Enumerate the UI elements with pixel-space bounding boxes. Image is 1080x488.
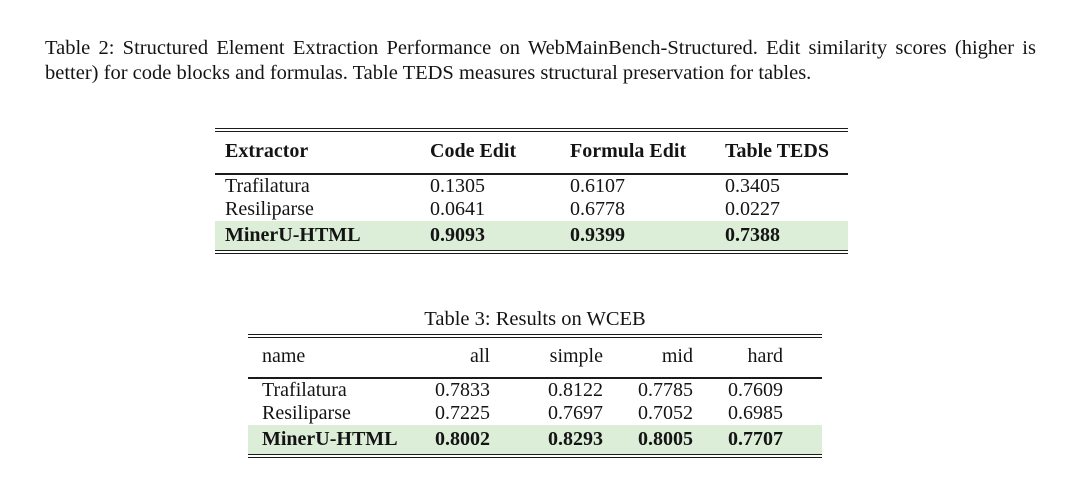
table-row: Resiliparse 0.7225 0.7697 0.7052 0.6985 (248, 402, 822, 425)
row-label: Trafilatura (225, 175, 310, 197)
header-cell: Code Edit (430, 140, 517, 162)
table3-container: name all simple mid hard Trafilatura 0.7833 0.8… (248, 334, 822, 458)
header-cell: simple (549, 345, 603, 367)
table2-caption: Table 2: Structured Element Extraction P… (45, 36, 1036, 84)
header-row: Extractor Code Edit Formula Edit Table TEDS (215, 130, 848, 174)
value-cell: 0.8005 (603, 425, 693, 456)
table-row: Resiliparse 0.0641 0.6778 0.0227 (215, 198, 848, 221)
table-row: MinerU-HTML 0.8002 0.8293 0.8005 0.7707 (248, 425, 822, 456)
value-cell: 0.7052 (638, 402, 693, 424)
table-header: Extractor Code Edit Formula Edit Table TEDS (215, 130, 848, 174)
row-label: MinerU-HTML (248, 425, 423, 456)
value-cell: 0.8122 (548, 379, 603, 401)
value-cell: 0.7707 (693, 425, 822, 456)
header-cell: hard (747, 345, 783, 367)
value-cell: 0.0641 (430, 198, 485, 220)
row-label: MinerU-HTML (215, 221, 420, 252)
header-cell: name (262, 345, 306, 367)
table-header: name all simple mid hard (248, 336, 822, 378)
value-cell: 0.7609 (728, 379, 783, 401)
header-cell: Table TEDS (725, 140, 829, 162)
value-cell: 0.1305 (430, 175, 485, 197)
value-cell: 0.7785 (638, 379, 693, 401)
table2-container: Extractor Code Edit Formula Edit Table TEDS… (215, 128, 848, 254)
table-row: Trafilatura 0.7833 0.8122 0.7785 0.7609 (248, 378, 822, 402)
value-cell: 0.6985 (728, 402, 783, 424)
value-cell: 0.7388 (715, 221, 848, 252)
value-cell: 0.6107 (570, 175, 625, 197)
structured-element-extraction-table: Extractor Code Edit Formula Edit Table TEDS… (215, 128, 848, 254)
value-cell: 0.8293 (490, 425, 603, 456)
row-label: Resiliparse (225, 198, 314, 220)
table-row: MinerU-HTML 0.9093 0.9399 0.7388 (215, 221, 848, 252)
wceb-results-table: name all simple mid hard Trafilatura 0.7833 0.8… (248, 334, 822, 458)
table3-caption: Table 3: Results on WCEB (424, 307, 646, 330)
value-cell: 0.9399 (560, 221, 715, 252)
value-cell: 0.7697 (548, 402, 603, 424)
header-row: name all simple mid hard (248, 336, 822, 378)
header-cell: all (470, 345, 490, 367)
value-cell: 0.9093 (420, 221, 560, 252)
row-label: Trafilatura (262, 379, 347, 401)
value-cell: 0.8002 (423, 425, 490, 456)
header-cell: Extractor (225, 140, 309, 162)
value-cell: 0.3405 (725, 175, 780, 197)
header-cell: Formula Edit (570, 140, 687, 162)
value-cell: 0.6778 (570, 198, 625, 220)
value-cell: 0.7833 (435, 379, 490, 401)
table-row: Trafilatura 0.1305 0.6107 0.3405 (215, 174, 848, 198)
value-cell: 0.7225 (435, 402, 490, 424)
value-cell: 0.0227 (725, 198, 780, 220)
header-cell: mid (661, 345, 693, 367)
row-label: Resiliparse (262, 402, 351, 424)
